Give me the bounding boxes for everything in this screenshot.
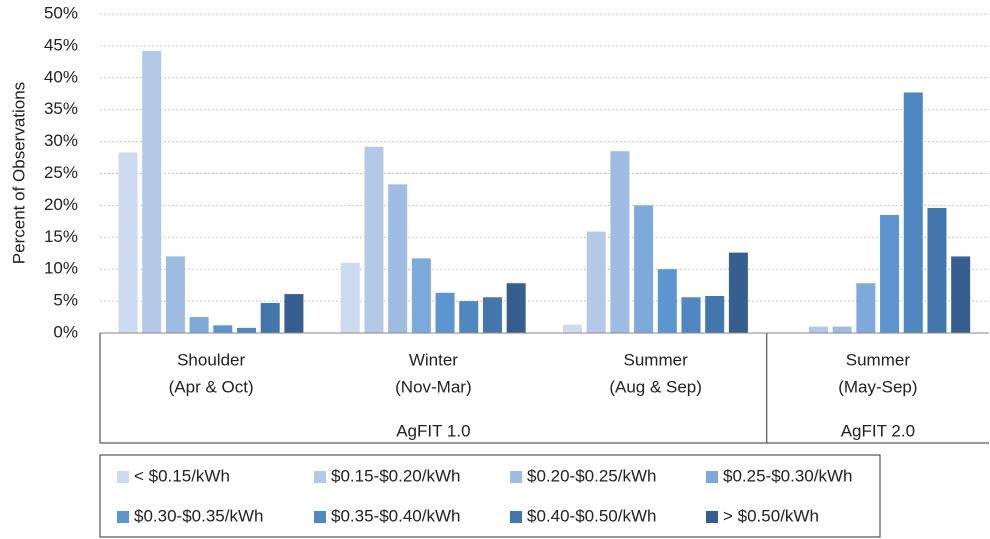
bar [260,303,280,333]
legend-swatch [117,511,129,523]
y-tick-label: 5% [53,291,78,310]
legend-swatch [706,511,718,523]
x-tick-label: Summer [846,350,911,369]
bar [189,317,209,333]
bar [506,283,526,333]
y-tick-label: 20% [44,195,78,214]
y-tick-label: 0% [53,322,78,341]
bar [237,327,256,333]
bar [951,256,971,333]
y-tick-label: 15% [44,227,78,246]
x-tick-label: (Nov-Mar) [395,377,472,396]
group-label: AgFIT 1.0 [396,421,470,440]
x-tick-label: (Aug & Sep) [609,377,702,396]
legend-label: $0.20-$0.25/kWh [527,466,656,485]
bar [118,152,138,333]
legend-swatch [706,471,718,483]
x-tick-label: Summer [624,350,689,369]
bar [832,326,852,333]
bar [388,184,408,333]
x-tick-label: (May-Sep) [838,377,917,396]
bar [482,297,502,333]
legend-swatch [510,471,522,483]
bar [165,256,185,333]
y-tick-label: 45% [44,35,78,54]
y-tick-label: 30% [44,131,78,150]
x-tick-label: Winter [409,350,458,369]
legend-swatch [314,471,326,483]
bar [927,207,947,333]
y-tick-label: 25% [44,163,78,182]
bar [284,294,304,333]
legend-label: $0.30-$0.35/kWh [134,506,263,525]
bar [903,92,923,333]
legend-swatch [510,511,522,523]
legend-label: > $0.50/kWh [723,506,819,525]
bar [681,297,701,333]
bar [435,292,455,333]
y-tick-label: 50% [44,3,78,22]
bar [340,262,360,333]
y-tick-label: 40% [44,67,78,86]
legend-label: $0.35-$0.40/kWh [331,506,460,525]
bar [142,51,162,334]
legend-label: $0.25-$0.30/kWh [723,466,852,485]
bar [213,325,233,333]
bar [563,324,582,333]
bar [411,258,431,333]
group-label: AgFIT 2.0 [841,421,915,440]
legend-label: $0.15-$0.20/kWh [331,466,460,485]
x-tick-label: (Apr & Oct) [169,377,254,396]
y-tick-label: 35% [44,99,78,118]
legend-label: $0.40-$0.50/kWh [527,506,656,525]
legend [99,454,881,538]
bar [880,214,900,333]
bar [634,205,654,333]
bar [657,269,677,333]
bar [856,283,876,333]
bar [610,151,630,333]
legend-label: < $0.15/kWh [134,466,230,485]
bar [705,295,725,333]
y-axis-title: Percent of Observations [9,82,28,264]
bar [728,252,748,333]
legend-swatch [117,471,129,483]
bar [586,231,606,333]
x-tick-label: Shoulder [177,350,245,369]
bar [459,301,479,333]
y-tick-label: 10% [44,259,78,278]
bar [808,326,828,333]
legend-swatch [314,511,326,523]
bar [364,146,384,333]
